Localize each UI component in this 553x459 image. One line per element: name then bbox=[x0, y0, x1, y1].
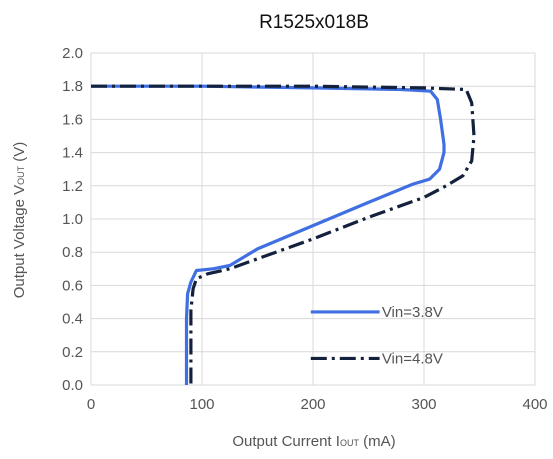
x-tick-label: 400 bbox=[522, 396, 547, 413]
x-tick-label: 300 bbox=[411, 396, 436, 413]
y-tick-label: 1.0 bbox=[62, 211, 83, 228]
grid bbox=[90, 52, 536, 386]
x-axis-label: Output Current IOUT (mA) bbox=[232, 433, 395, 450]
legend: Vin=3.8V Vin=4.8V bbox=[310, 304, 443, 367]
y-tick-label: 0.4 bbox=[62, 311, 83, 328]
y-tick-label: 0.6 bbox=[62, 277, 83, 294]
y-tick-label: 1.4 bbox=[62, 145, 83, 162]
x-tick-label: 100 bbox=[189, 396, 214, 413]
y-axis-label: Output Voltage VOUT (V) bbox=[11, 142, 28, 299]
y-tick-label: 0.8 bbox=[62, 244, 83, 261]
y-tick-label: 1.6 bbox=[62, 111, 83, 128]
tick-labels: 0.0 0.2 0.4 0.6 0.8 1.0 1.2 1.4 1.6 1.8 2.0 0 100 200… bbox=[62, 45, 547, 413]
x-tick-label: 200 bbox=[300, 396, 325, 413]
legend-label-vin-4-8: Vin=4.8V bbox=[382, 350, 443, 367]
series-line-vin-4-8 bbox=[91, 84, 476, 385]
x-tick-label: 0 bbox=[87, 396, 95, 413]
chart-title: R1525x018B bbox=[259, 12, 369, 33]
y-tick-label: 0.2 bbox=[62, 344, 83, 361]
y-tick-label: 1.2 bbox=[62, 178, 83, 195]
series-group bbox=[91, 84, 476, 385]
series-line-vin-3-8 bbox=[91, 84, 446, 385]
y-tick-label: 0.0 bbox=[62, 377, 83, 394]
y-tick-label: 2.0 bbox=[62, 45, 83, 62]
legend-label-vin-3-8: Vin=3.8V bbox=[382, 304, 443, 321]
y-tick-label: 1.8 bbox=[62, 78, 83, 95]
